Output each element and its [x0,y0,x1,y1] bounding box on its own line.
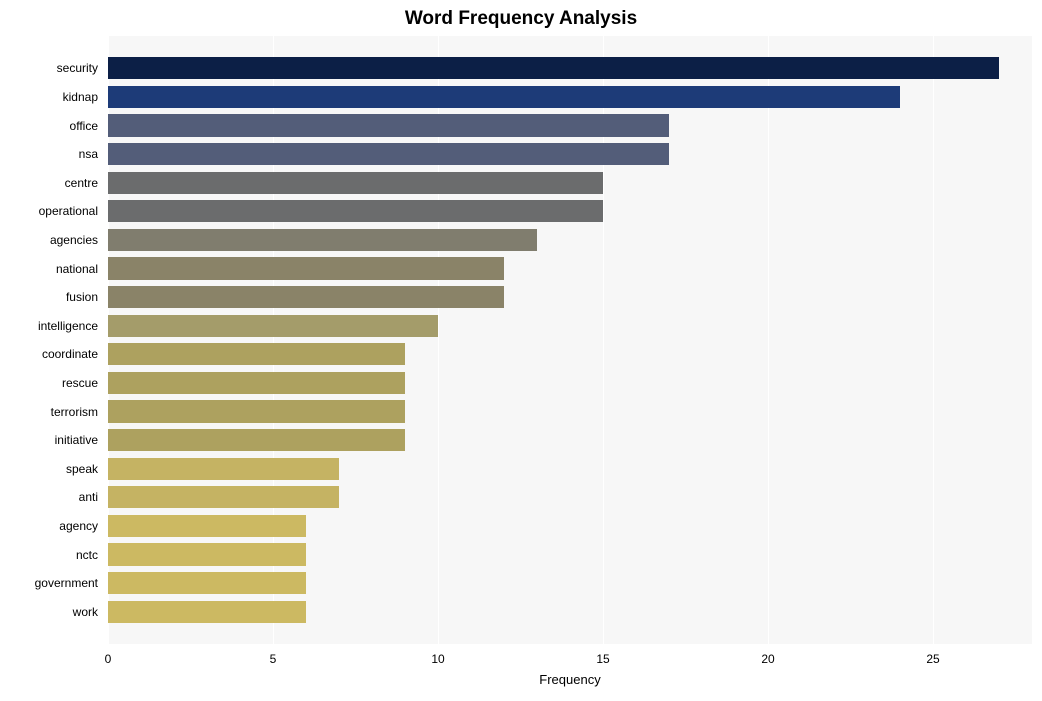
bar-row [108,57,999,79]
bar [108,57,999,79]
bar-row [108,286,504,308]
x-tick-label: 5 [270,652,277,666]
bar [108,172,603,194]
bar [108,372,405,394]
x-axis-title: Frequency [539,672,600,687]
bar [108,458,339,480]
bar [108,515,306,537]
bar [108,315,438,337]
x-tick-label: 10 [431,652,444,666]
bars-group [108,36,1032,644]
y-tick-label: initiative [55,429,98,451]
bar-row [108,372,405,394]
bar-row [108,429,405,451]
bar-row [108,315,438,337]
x-tick-label: 20 [761,652,774,666]
y-tick-label: operational [39,200,98,222]
y-tick-label: centre [65,172,98,194]
bar [108,200,603,222]
bar-row [108,458,339,480]
bar-row [108,172,603,194]
y-tick-label: agency [59,515,98,537]
x-axis: 0 5 10 15 20 25 Frequency [108,644,1032,694]
bar-row [108,486,339,508]
y-tick-label: national [56,258,98,280]
y-tick-label: security [57,57,98,79]
y-tick-label: fusion [66,286,98,308]
x-tick-label: 25 [926,652,939,666]
bar [108,400,405,422]
y-tick-label: terrorism [51,401,98,423]
bar-row [108,229,537,251]
y-tick-label: agencies [50,229,98,251]
y-tick-label: nsa [79,143,98,165]
bar [108,601,306,623]
y-tick-label: intelligence [38,315,98,337]
y-tick-label: rescue [62,372,98,394]
bar-row [108,572,306,594]
bar-row [108,143,669,165]
bar [108,86,900,108]
bar [108,343,405,365]
y-tick-label: work [73,601,98,623]
y-tick-label: coordinate [42,343,98,365]
x-tick-label: 0 [105,652,112,666]
y-tick-label: anti [79,486,98,508]
y-tick-label: speak [66,458,98,480]
y-tick-label: nctc [76,544,98,566]
y-axis-labels: security kidnap office nsa centre operational… [0,36,104,644]
bar [108,429,405,451]
bar-row [108,343,405,365]
x-tick-label: 15 [596,652,609,666]
bar [108,572,306,594]
word-frequency-chart: Word Frequency Analysis security kidnap of… [0,0,1042,701]
bar [108,229,537,251]
bar-row [108,86,900,108]
bar-row [108,257,504,279]
bar [108,486,339,508]
y-tick-label: kidnap [63,86,98,108]
bar [108,143,669,165]
chart-title: Word Frequency Analysis [0,0,1042,36]
plot-area [108,36,1032,644]
bar-row [108,400,405,422]
y-tick-label: government [35,572,98,594]
bar [108,257,504,279]
bar [108,543,306,565]
bar-row [108,543,306,565]
bar-row [108,200,603,222]
y-tick-label: office [70,115,98,137]
bar [108,286,504,308]
bar-row [108,515,306,537]
bar-row [108,114,669,136]
bar [108,114,669,136]
bar-row [108,601,306,623]
